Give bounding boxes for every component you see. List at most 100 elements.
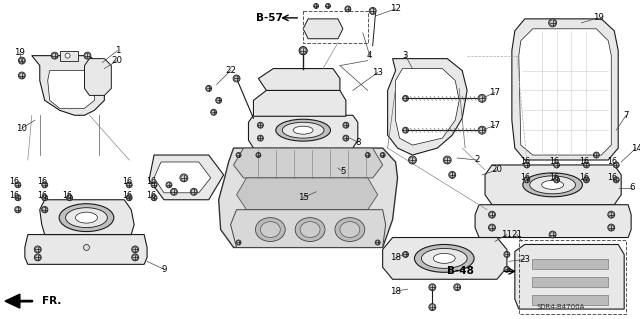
Ellipse shape: [300, 222, 320, 238]
Ellipse shape: [67, 196, 72, 200]
Ellipse shape: [260, 222, 280, 238]
Ellipse shape: [65, 53, 70, 58]
Ellipse shape: [381, 153, 385, 157]
Ellipse shape: [609, 225, 614, 230]
Text: 18: 18: [390, 287, 401, 296]
Ellipse shape: [326, 4, 330, 8]
Text: 16: 16: [122, 177, 132, 186]
Ellipse shape: [504, 251, 510, 257]
Ellipse shape: [479, 127, 485, 133]
Ellipse shape: [454, 284, 461, 291]
Polygon shape: [532, 259, 608, 269]
Text: 8: 8: [355, 137, 360, 147]
Text: 12: 12: [390, 4, 401, 13]
Polygon shape: [237, 178, 378, 210]
Ellipse shape: [258, 123, 262, 128]
Polygon shape: [388, 59, 467, 155]
Polygon shape: [532, 277, 608, 287]
Ellipse shape: [35, 247, 40, 252]
Ellipse shape: [541, 180, 564, 189]
Ellipse shape: [15, 196, 20, 200]
Ellipse shape: [84, 52, 91, 59]
Ellipse shape: [126, 182, 132, 188]
Text: 16: 16: [122, 191, 132, 200]
Ellipse shape: [42, 207, 47, 212]
Ellipse shape: [132, 246, 139, 253]
Ellipse shape: [550, 20, 556, 26]
Ellipse shape: [15, 207, 20, 212]
Ellipse shape: [524, 177, 530, 183]
Text: 16: 16: [550, 174, 559, 182]
Ellipse shape: [35, 254, 41, 261]
Ellipse shape: [444, 157, 450, 163]
Ellipse shape: [205, 85, 212, 92]
Ellipse shape: [479, 95, 485, 101]
Ellipse shape: [257, 153, 260, 157]
Ellipse shape: [614, 163, 618, 167]
Ellipse shape: [237, 153, 241, 157]
Ellipse shape: [433, 253, 455, 263]
Text: 23: 23: [519, 255, 531, 264]
Ellipse shape: [403, 251, 408, 257]
Ellipse shape: [299, 47, 307, 55]
Text: 16: 16: [9, 177, 19, 186]
Polygon shape: [149, 155, 223, 200]
Polygon shape: [5, 294, 20, 308]
Ellipse shape: [300, 48, 306, 54]
Ellipse shape: [234, 76, 239, 81]
Ellipse shape: [608, 224, 615, 231]
Ellipse shape: [490, 225, 495, 230]
Ellipse shape: [548, 19, 557, 27]
Ellipse shape: [42, 182, 47, 187]
Ellipse shape: [584, 163, 589, 167]
Text: 11: 11: [501, 230, 513, 239]
Ellipse shape: [65, 208, 108, 227]
Ellipse shape: [35, 255, 40, 260]
Ellipse shape: [257, 122, 264, 128]
Ellipse shape: [256, 152, 261, 158]
Text: 16: 16: [607, 158, 617, 167]
Text: 19: 19: [15, 48, 26, 57]
Ellipse shape: [415, 244, 474, 272]
Ellipse shape: [403, 96, 408, 100]
Ellipse shape: [444, 156, 451, 164]
Text: 16: 16: [520, 174, 530, 182]
Polygon shape: [532, 295, 608, 305]
Ellipse shape: [85, 53, 90, 58]
Ellipse shape: [258, 136, 262, 140]
Ellipse shape: [15, 182, 20, 187]
Ellipse shape: [488, 224, 495, 231]
Ellipse shape: [490, 212, 495, 217]
Ellipse shape: [335, 218, 365, 241]
Ellipse shape: [19, 72, 26, 79]
Ellipse shape: [151, 182, 157, 188]
Polygon shape: [84, 59, 111, 95]
Ellipse shape: [450, 172, 455, 177]
Ellipse shape: [530, 176, 575, 194]
Ellipse shape: [584, 162, 589, 168]
Ellipse shape: [478, 94, 486, 102]
Ellipse shape: [343, 122, 349, 128]
Ellipse shape: [410, 157, 415, 163]
Ellipse shape: [343, 135, 349, 141]
Ellipse shape: [42, 182, 48, 188]
Ellipse shape: [314, 4, 319, 8]
Text: 18: 18: [390, 253, 401, 262]
Text: FR.: FR.: [42, 296, 61, 306]
Ellipse shape: [216, 98, 221, 103]
Ellipse shape: [42, 196, 47, 200]
Ellipse shape: [376, 241, 380, 244]
Ellipse shape: [429, 305, 435, 310]
Polygon shape: [303, 19, 343, 39]
Ellipse shape: [326, 4, 330, 8]
Ellipse shape: [584, 177, 589, 183]
Ellipse shape: [593, 152, 599, 158]
Text: 16: 16: [607, 174, 617, 182]
Ellipse shape: [344, 136, 348, 140]
Ellipse shape: [550, 232, 556, 237]
Ellipse shape: [207, 86, 211, 91]
Ellipse shape: [365, 152, 370, 158]
Ellipse shape: [282, 122, 324, 138]
Text: SDR4-B4700A: SDR4-B4700A: [537, 304, 585, 310]
Polygon shape: [60, 51, 77, 61]
